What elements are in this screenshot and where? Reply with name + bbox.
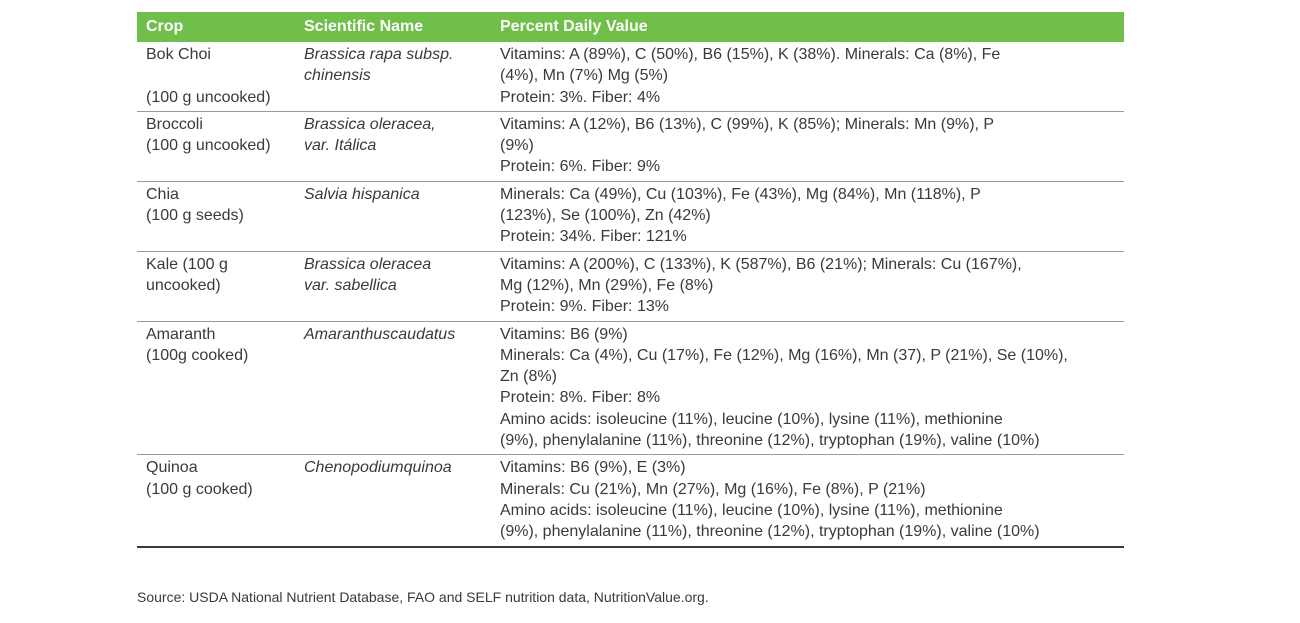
scientific-name-cell: Brassica rapa subsp. chinensis [295,42,491,112]
scientific-name-cell: Chenopodiumquinoa [295,454,491,548]
table-row: Broccoli (100 g uncooked) Brassica olerace… [137,111,1124,182]
scientific-name-line: var. Itálica [304,137,377,155]
percent-daily-value-cell: Vitamins: A (89%), C (50%), B6 (15%), K … [491,42,1124,112]
percent-daily-value-line: Mg (12%), Mn (29%), Fe (8%) [500,276,714,294]
scientific-name-line: Salvia hispanica [304,185,420,203]
scientific-name-line: chinensis [304,67,371,85]
crop-cell: Amaranth (100g cooked) [137,321,295,456]
source-note: Source: USDA National Nutrient Database,… [137,589,709,605]
crop-line: (100 g uncooked) [146,88,271,106]
percent-daily-value-line: Amino acids: isoleucine (11%), leucine (… [500,410,1003,428]
percent-daily-value-cell: Vitamins: B6 (9%) Minerals: Ca (4%), Cu (… [491,321,1124,456]
percent-daily-value-line: Vitamins: A (200%), C (133%), K (587%), … [500,255,1022,273]
crop-line: Kale (100 g [146,255,228,273]
percent-daily-value-line: Protein: 8%. Fiber: 8% [500,389,661,407]
crop-cell: Bok Choi (100 g uncooked) [137,42,295,112]
crop-cell: Chia (100 g seeds) [137,181,295,252]
percent-daily-value-line: Minerals: Ca (49%), Cu (103%), Fe (43%),… [500,185,981,203]
header-percent-daily-value: Percent Daily Value [491,12,1124,42]
percent-daily-value-line: Amino acids: isoleucine (11%), leucine (… [500,501,1003,519]
nutrition-table: Crop Scientific Name Percent Daily Value… [137,12,1124,548]
percent-daily-value-line: (9%) [500,137,534,155]
percent-daily-value-cell: Vitamins: A (12%), B6 (13%), C (99%), K … [491,111,1124,182]
scientific-name-line: Chenopodiumquinoa [304,459,452,477]
scientific-name-line: Brassica oleracea [304,255,432,273]
percent-daily-value-line: Vitamins: A (89%), C (50%), B6 (15%), K … [500,46,1001,63]
table-row: Quinoa (100 g cooked) Chenopodiumquinoa Vit… [137,454,1124,548]
table-header: Crop Scientific Name Percent Daily Value [137,12,1124,42]
header-scientific-name: Scientific Name [295,12,491,42]
crop-cell: Broccoli (100 g uncooked) [137,111,295,182]
percent-daily-value-line: (4%), Mn (7%) Mg (5%) [500,67,669,85]
crop-line: Bok Choi [146,46,211,63]
crop-line: Broccoli [146,115,203,133]
percent-daily-value-line: Minerals: Ca (4%), Cu (17%), Fe (12%), M… [500,346,1068,364]
percent-daily-value-line: (9%), phenylalanine (11%), threonine (12… [500,523,1040,541]
percent-daily-value-cell: Vitamins: A (200%), C (133%), K (587%), … [491,251,1124,322]
table-row: Chia (100 g seeds) Salvia hispanica Mineral… [137,181,1124,252]
crop-line: uncooked) [146,276,221,294]
percent-daily-value-cell: Minerals: Ca (49%), Cu (103%), Fe (43%),… [491,181,1124,252]
scientific-name-cell: Amaranthuscaudatus [295,321,491,456]
percent-daily-value-line: Protein: 3%. Fiber: 4% [500,88,661,106]
table-row: Kale (100 g uncooked) Brassica oleracea var… [137,251,1124,322]
crop-line: Chia [146,185,179,203]
percent-daily-value-line: Zn (8%) [500,368,557,386]
scientific-name-cell: Salvia hispanica [295,181,491,252]
header-crop: Crop [137,12,295,42]
scientific-name-line: Amaranthuscaudatus [304,325,456,343]
scientific-name-line: var. sabellica [304,276,397,294]
crop-cell: Kale (100 g uncooked) [137,251,295,322]
scientific-name-cell: Brassica oleracea, var. Itálica [295,111,491,182]
crop-cell: Quinoa (100 g cooked) [137,454,295,548]
percent-daily-value-line: Vitamins: B6 (9%), E (3%) [500,459,686,477]
table-row: Bok Choi (100 g uncooked) Brassica rapa su… [137,42,1124,112]
scientific-name-line: Brassica rapa subsp. [304,46,454,63]
percent-daily-value-line: Protein: 9%. Fiber: 13% [500,298,669,316]
crop-line: (100 g cooked) [146,480,253,498]
crop-line: (100g cooked) [146,346,249,364]
crop-line: Quinoa [146,459,198,477]
table-body: Bok Choi (100 g uncooked) Brassica rapa su… [137,42,1124,548]
percent-daily-value-cell: Vitamins: B6 (9%), E (3%) Minerals: Cu (2… [491,454,1124,548]
header-row: Crop Scientific Name Percent Daily Value [137,12,1124,42]
crop-line [146,65,295,86]
crop-line: Amaranth [146,325,216,343]
table-row: Amaranth (100g cooked) Amaranthuscaudatus V… [137,321,1124,456]
percent-daily-value-line: (9%), phenylalanine (11%), threonine (12… [500,432,1040,450]
percent-daily-value-line: (123%), Se (100%), Zn (42%) [500,207,711,225]
percent-daily-value-line: Minerals: Cu (21%), Mn (27%), Mg (16%), … [500,480,926,498]
crop-line: (100 g seeds) [146,207,244,225]
percent-daily-value-line: Protein: 34%. Fiber: 121% [500,228,687,246]
nutrition-table-container: Crop Scientific Name Percent Daily Value… [137,12,1124,548]
percent-daily-value-line: Vitamins: B6 (9%) [500,325,628,343]
percent-daily-value-line: Vitamins: A (12%), B6 (13%), C (99%), K … [500,115,995,133]
scientific-name-line: Brassica oleracea, [304,115,436,133]
scientific-name-cell: Brassica oleracea var. sabellica [295,251,491,322]
crop-line: (100 g uncooked) [146,137,271,155]
percent-daily-value-line: Protein: 6%. Fiber: 9% [500,158,661,176]
